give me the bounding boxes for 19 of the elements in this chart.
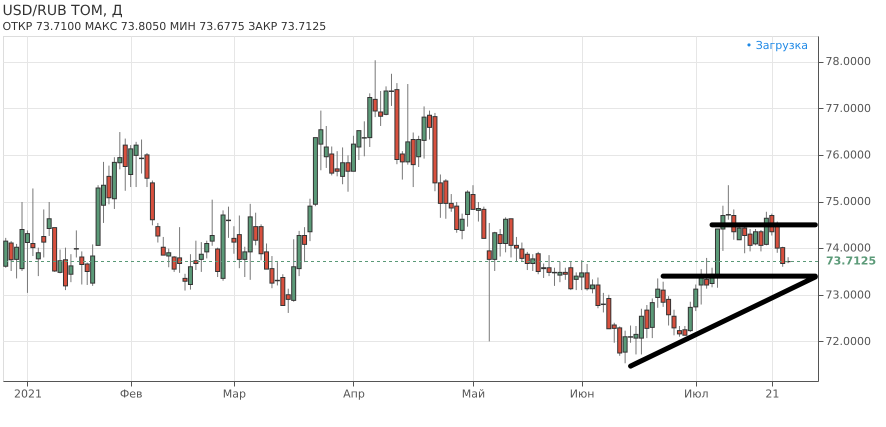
- y-tick-label: 74.0000: [826, 242, 871, 255]
- annotation: • Загрузка: [746, 39, 808, 52]
- x-tick-label: Мар: [222, 388, 246, 400]
- x-tick-label: Апр: [343, 388, 365, 400]
- y-tick-label: 75.0000: [826, 195, 871, 208]
- x-tick-label: Май: [462, 388, 486, 400]
- y-tick-label: 77.0000: [826, 102, 871, 115]
- y-tick-label: 73.0000: [826, 288, 871, 302]
- y-tick-label: 76.0000: [826, 148, 871, 162]
- chart-title: USD/RUB TOM, Д: [2, 3, 123, 19]
- x-tick-label: Июл: [684, 388, 709, 400]
- x-tick-label: Июн: [570, 388, 594, 400]
- x-tick-label: Фев: [120, 388, 143, 400]
- ref-line-label: 73.7125: [826, 254, 876, 268]
- chart-subtitle: ОТКР 73.7100 МАКС 73.8050 МИН 73.6775 ЗАКР 73.7125: [2, 20, 326, 33]
- x-tick-label: 2021: [14, 388, 42, 400]
- y-tick-label: 78.0000: [826, 55, 871, 68]
- y-tick-label: 72.0000: [826, 334, 871, 348]
- x-tick-label: 21: [765, 388, 780, 400]
